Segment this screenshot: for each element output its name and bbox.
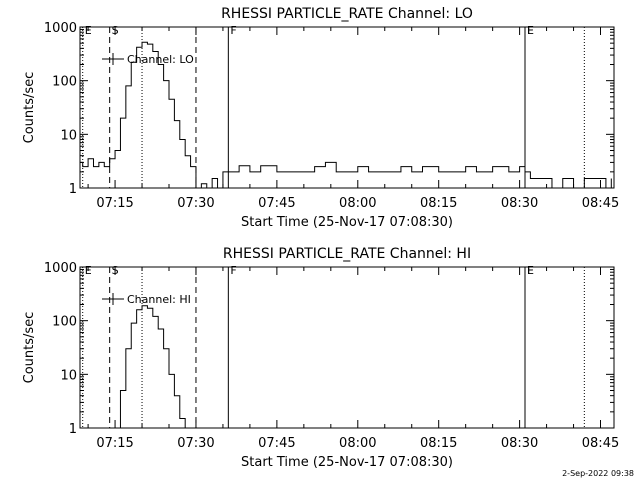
plot-frame <box>79 266 615 429</box>
marker-label: S <box>112 264 119 277</box>
marker-label: F <box>230 24 236 37</box>
marker-label: E <box>527 24 534 37</box>
x-tick-label: 08:30 <box>501 436 538 451</box>
series-line <box>80 41 612 189</box>
marker-label: E <box>85 24 92 37</box>
x-tick-label: 07:30 <box>177 196 214 211</box>
marker-label: E <box>85 264 92 277</box>
x-axis-label: Start Time (25-Nov-17 07:08:30) <box>241 215 453 230</box>
x-tick-label: 07:15 <box>96 436 133 451</box>
chart-title: RHESSI PARTICLE_RATE Channel: LO <box>221 6 473 22</box>
y-tick-label: 1 <box>69 422 77 437</box>
marker-label: S <box>112 24 119 37</box>
y-tick-label: 1000 <box>44 261 77 276</box>
y-tick-label: 10 <box>60 128 77 143</box>
x-tick-label: 08:15 <box>420 196 457 211</box>
legend-label: Channel: HI <box>127 293 191 306</box>
x-axis-label: Start Time (25-Nov-17 07:08:30) <box>241 455 453 470</box>
chart-panel-0: RHESSI PARTICLE_RATE Channel: LO 1 10 100 10… <box>22 6 619 230</box>
x-tick-label: 07:45 <box>258 436 295 451</box>
marker-label: F <box>230 264 236 277</box>
chart-title: RHESSI PARTICLE_RATE Channel: HI <box>223 246 471 262</box>
x-tick-label: 08:00 <box>339 436 376 451</box>
y-tick-label: 1000 <box>44 21 77 36</box>
plot-frame <box>79 26 615 189</box>
chart-panel-1: RHESSI PARTICLE_RATE Channel: HI 1 10 100 10… <box>22 246 619 470</box>
x-tick-label: 08:00 <box>339 196 376 211</box>
y-tick-label: 10 <box>60 368 77 383</box>
legend-label: Channel: LO <box>127 53 194 66</box>
y-tick-label: 1 <box>69 182 77 197</box>
x-tick-label: 07:30 <box>177 436 214 451</box>
x-tick-label: 07:45 <box>258 196 295 211</box>
footer-timestamp: 2-Sep-2022 09:38 <box>562 469 634 478</box>
x-tick-label: 08:30 <box>501 196 538 211</box>
x-tick-label: 08:45 <box>582 196 619 211</box>
x-tick-label: 08:45 <box>582 436 619 451</box>
y-axis-label: Counts/sec <box>22 312 37 384</box>
y-tick-label: 100 <box>52 315 77 330</box>
x-tick-label: 08:15 <box>420 436 457 451</box>
y-tick-label: 100 <box>52 75 77 90</box>
series-line <box>115 305 186 429</box>
marker-label: F <box>527 24 533 37</box>
y-axis-label: Counts/sec <box>22 72 37 144</box>
marker-label: E <box>527 264 534 277</box>
marker-label: F <box>527 264 533 277</box>
x-tick-label: 07:15 <box>96 196 133 211</box>
